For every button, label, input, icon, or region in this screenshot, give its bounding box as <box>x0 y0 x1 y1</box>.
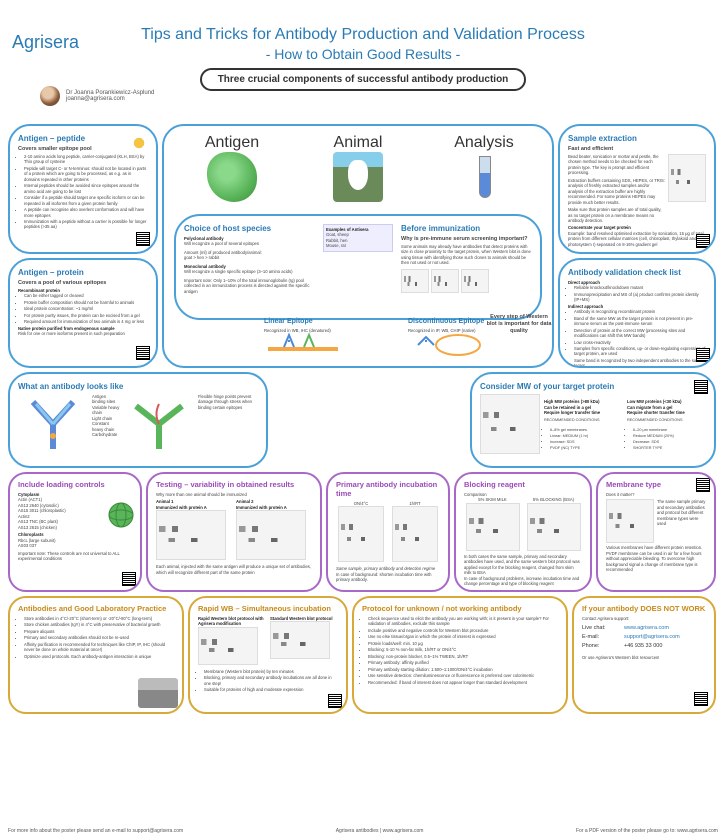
panel-validation: Antibody validation check list Direct ap… <box>558 258 716 368</box>
poster-subtitle: - How to Obtain Good Results - <box>0 46 726 62</box>
gel-image <box>527 503 581 551</box>
gel-image <box>270 621 330 659</box>
val-title: Antibody validation check list <box>568 268 706 277</box>
antigen-molecule-icon <box>207 152 257 202</box>
panel-testing: Testing – variability in obtained result… <box>146 472 322 592</box>
before-title: Before immunization <box>401 224 532 233</box>
gel-image <box>198 627 258 665</box>
qr-icon <box>136 346 150 360</box>
gel-image <box>606 499 654 543</box>
gel-image <box>392 506 438 562</box>
panel-sample-extraction: Sample extraction Fast and efficient Bea… <box>558 124 716 254</box>
pi-title: Primary antibody incubation time <box>336 480 440 498</box>
poster-title: Tips and Tricks for Antibody Production … <box>0 26 726 44</box>
test-title: Testing – variability in obtained result… <box>156 480 312 489</box>
glp-title: Antibodies and Good Laboratory Practice <box>18 604 174 613</box>
inner-host-panel: Choice of host species Polyclonal antibo… <box>174 214 542 320</box>
ap-title: Antigen – peptide <box>18 134 92 143</box>
linear-epitope-icon <box>264 333 344 357</box>
qr-icon <box>122 572 136 586</box>
phone-number: +46 935 33 000 <box>624 643 662 649</box>
gel-image <box>461 269 489 293</box>
wab-title: What an antibody looks like <box>18 382 258 391</box>
linear-title: Linear Epitope <box>264 318 398 325</box>
antibody-diagram-icon <box>18 394 88 454</box>
link-email[interactable]: support@agrisera.com <box>624 634 680 640</box>
gel-image <box>236 510 306 560</box>
qr-icon <box>694 380 708 394</box>
panel-loading-controls: Include loading controls Cytoplasm Actin… <box>8 472 142 592</box>
panel-primary-incubation: Primary antibody incubation time ON/4°C … <box>326 472 450 592</box>
panel-does-not-work: If your antibody DOES NOT WORK Contact A… <box>572 596 716 714</box>
discont-epitope-icon <box>408 333 488 357</box>
rapid-title: Rapid WB – Simultaneous incubation <box>198 604 338 613</box>
ap-list: 2-10 amino acids long peptide, carrier-c… <box>18 154 148 230</box>
qr-icon <box>694 692 708 706</box>
col-antigen: Antigen <box>172 134 292 152</box>
mem-title: Membrane type <box>606 480 706 489</box>
panel-protocol-unknown: Protocol for unknown / not working antib… <box>352 596 568 714</box>
panel-antigen-protein: Antigen – protein Covers a pool of vario… <box>8 258 158 368</box>
gel-image <box>401 269 429 293</box>
brand-logo: Agrisera <box>12 32 79 53</box>
before-sub: Why is pre-immune serum screening import… <box>401 236 532 242</box>
goat-image <box>333 152 383 202</box>
panel-membrane: Membrane type Does it matter? The same s… <box>596 472 716 592</box>
gel-image <box>668 154 706 202</box>
globe-icon <box>106 500 136 530</box>
qr-icon <box>696 234 710 248</box>
link-chat[interactable]: www.agrisera.com <box>624 625 669 631</box>
qr-icon <box>696 478 710 492</box>
apr-title: Antigen – protein <box>18 268 148 277</box>
se-sub: Fast and efficient <box>568 146 706 152</box>
footer-right: For a PDF version of the poster please g… <box>576 828 718 834</box>
pill-main: Three crucial components of successful a… <box>200 68 527 91</box>
blk-title: Blocking reagent <box>464 480 582 489</box>
peptide-icon <box>130 134 148 152</box>
testtube-icon <box>459 152 509 202</box>
panel-glp: Antibodies and Good Laboratory Practice … <box>8 596 184 714</box>
footer-mid: Agrisera antibodies | www.agrisera.com <box>336 828 424 834</box>
gel-image <box>480 394 540 454</box>
host-title: Choice of host species <box>184 224 315 233</box>
col-analysis: Analysis <box>424 134 544 152</box>
se-title: Sample extraction <box>568 134 706 143</box>
qr-icon <box>136 232 150 246</box>
panel-rapid-wb: Rapid WB – Simultaneous incubation Rapid… <box>188 596 348 714</box>
panel-antibody-structure: What an antibody looks like Antigen bind… <box>8 372 268 468</box>
qr-icon <box>696 348 710 362</box>
gel-image <box>338 506 384 562</box>
antibody-flex-icon <box>124 394 194 454</box>
every-step-text: Every step of Western blot is important … <box>486 314 552 335</box>
ap-sub: Covers smaller epitope pool <box>18 146 92 152</box>
panel-blocking: Blocking reagent Comparison 5% SKIM MILK… <box>454 472 592 592</box>
apr-list: Can be either tagged or cleaved Protein … <box>18 293 148 324</box>
panel-antigen-peptide: Antigen – peptide Covers smaller epitope… <box>8 124 158 254</box>
lab-photo <box>138 678 178 708</box>
gel-image <box>431 269 459 293</box>
gel-image <box>466 503 520 551</box>
author-email: joanna@agrisera.com <box>66 96 154 102</box>
mw-title: Consider MW of your target protein <box>480 382 706 391</box>
every-step-note <box>174 318 254 362</box>
qr-icon <box>328 694 342 708</box>
lc-title: Include loading controls <box>18 480 132 489</box>
dnw-title: If your antibody DOES NOT WORK <box>582 604 706 613</box>
footer-left: For more info about the poster please se… <box>8 828 183 834</box>
pu-title: Protocol for unknown / not working antib… <box>362 604 558 613</box>
apr-sub: Covers a pool of various epitopes <box>18 280 148 286</box>
col-animal: Animal <box>298 134 418 152</box>
gel-image <box>156 510 226 560</box>
panel-mw: Consider MW of your target protein High … <box>470 372 716 468</box>
footer: For more info about the poster please se… <box>8 828 718 834</box>
